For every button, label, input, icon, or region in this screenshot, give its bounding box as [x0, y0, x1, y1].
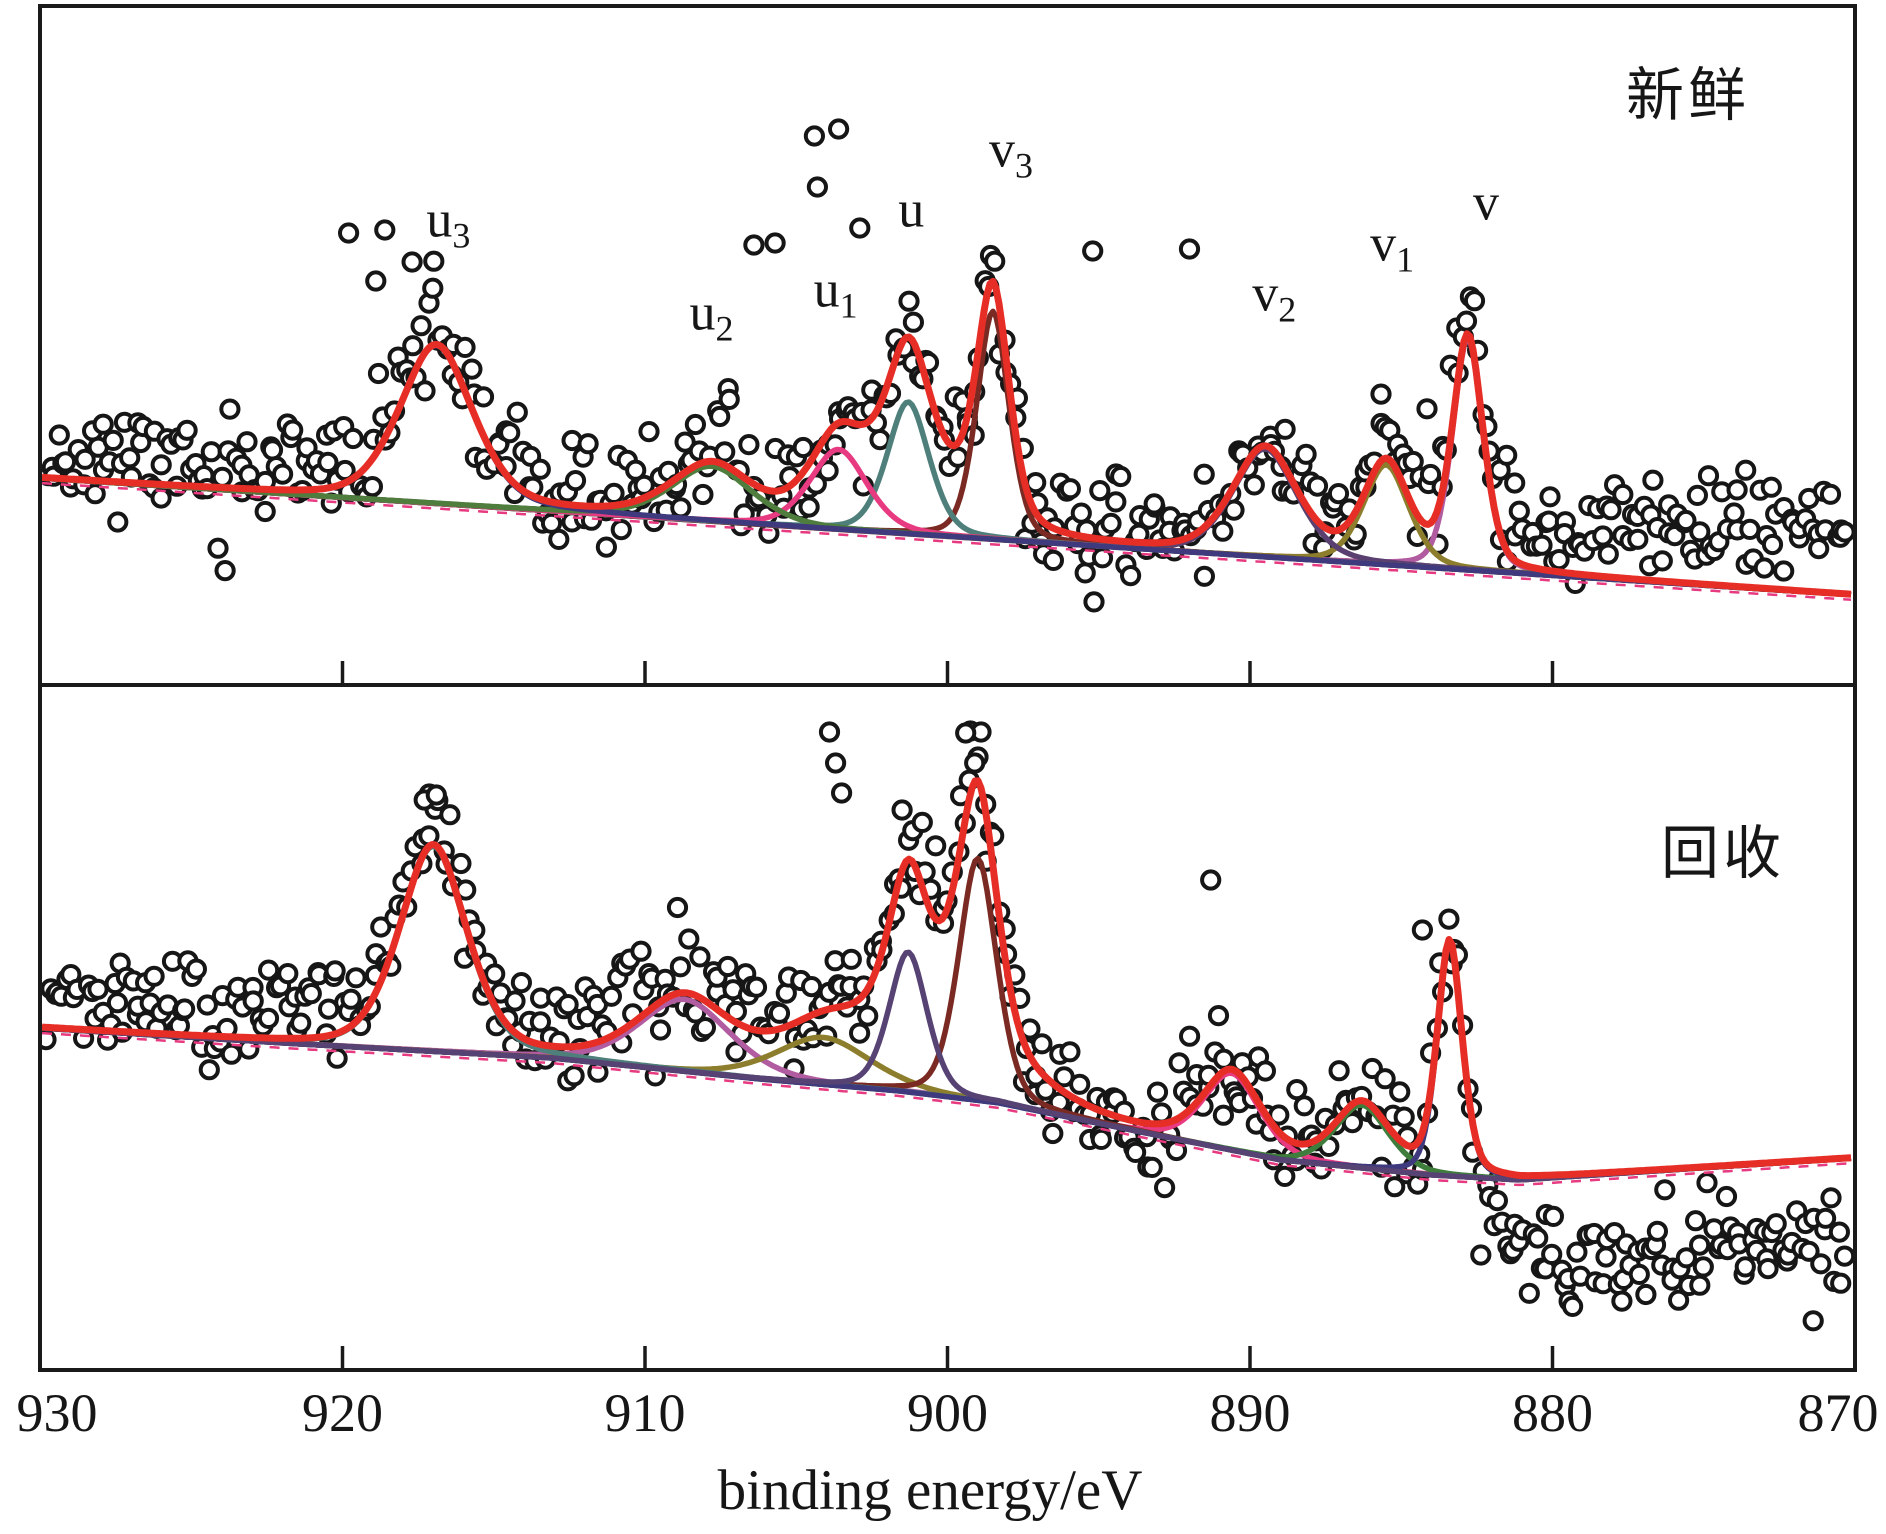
x-axis-title: binding energy/eV	[717, 1459, 1143, 1522]
panel-label-recycled: 回收	[1660, 821, 1786, 886]
peak-label-sub: 1	[839, 285, 858, 326]
peak-label-v1: v1	[1370, 214, 1414, 277]
peak-label-sub: 3	[1015, 145, 1034, 186]
peak-label-sub: 1	[1396, 239, 1415, 280]
peak-label-v2: v2	[1252, 264, 1296, 327]
x-tick-920: 920	[302, 1383, 383, 1443]
peak-label-base: u	[426, 191, 453, 249]
peak-label-base: v	[1472, 174, 1499, 232]
x-tick-900: 900	[907, 1383, 988, 1443]
x-tick-910: 910	[604, 1383, 686, 1443]
peak-label-u2: u2	[690, 283, 734, 346]
peak-label-sub: 3	[452, 215, 471, 256]
peak-label-base: v	[1370, 215, 1397, 273]
x-tick-890: 890	[1209, 1383, 1291, 1443]
peak-label-base: v	[1252, 265, 1279, 323]
peak-label-u: u	[898, 180, 924, 243]
peak-label-u3: u3	[426, 190, 470, 253]
x-tick-930: 930	[16, 1383, 98, 1443]
peak-label-base: u	[898, 181, 925, 239]
peak-label-u1: u1	[814, 260, 858, 323]
peak-label-base: u	[689, 284, 716, 342]
x-tick-880: 880	[1512, 1383, 1593, 1443]
peak-label-sub: 2	[715, 308, 734, 349]
peak-label-v3: v3	[989, 120, 1033, 183]
x-tick-870: 870	[1797, 1383, 1879, 1443]
peak-label-v: v	[1473, 173, 1499, 236]
peak-label-sub: 2	[1278, 289, 1297, 330]
peak-label-base: v	[989, 121, 1016, 179]
peak-label-base: u	[813, 261, 840, 319]
panel-label-fresh: 新鲜	[1625, 63, 1751, 128]
